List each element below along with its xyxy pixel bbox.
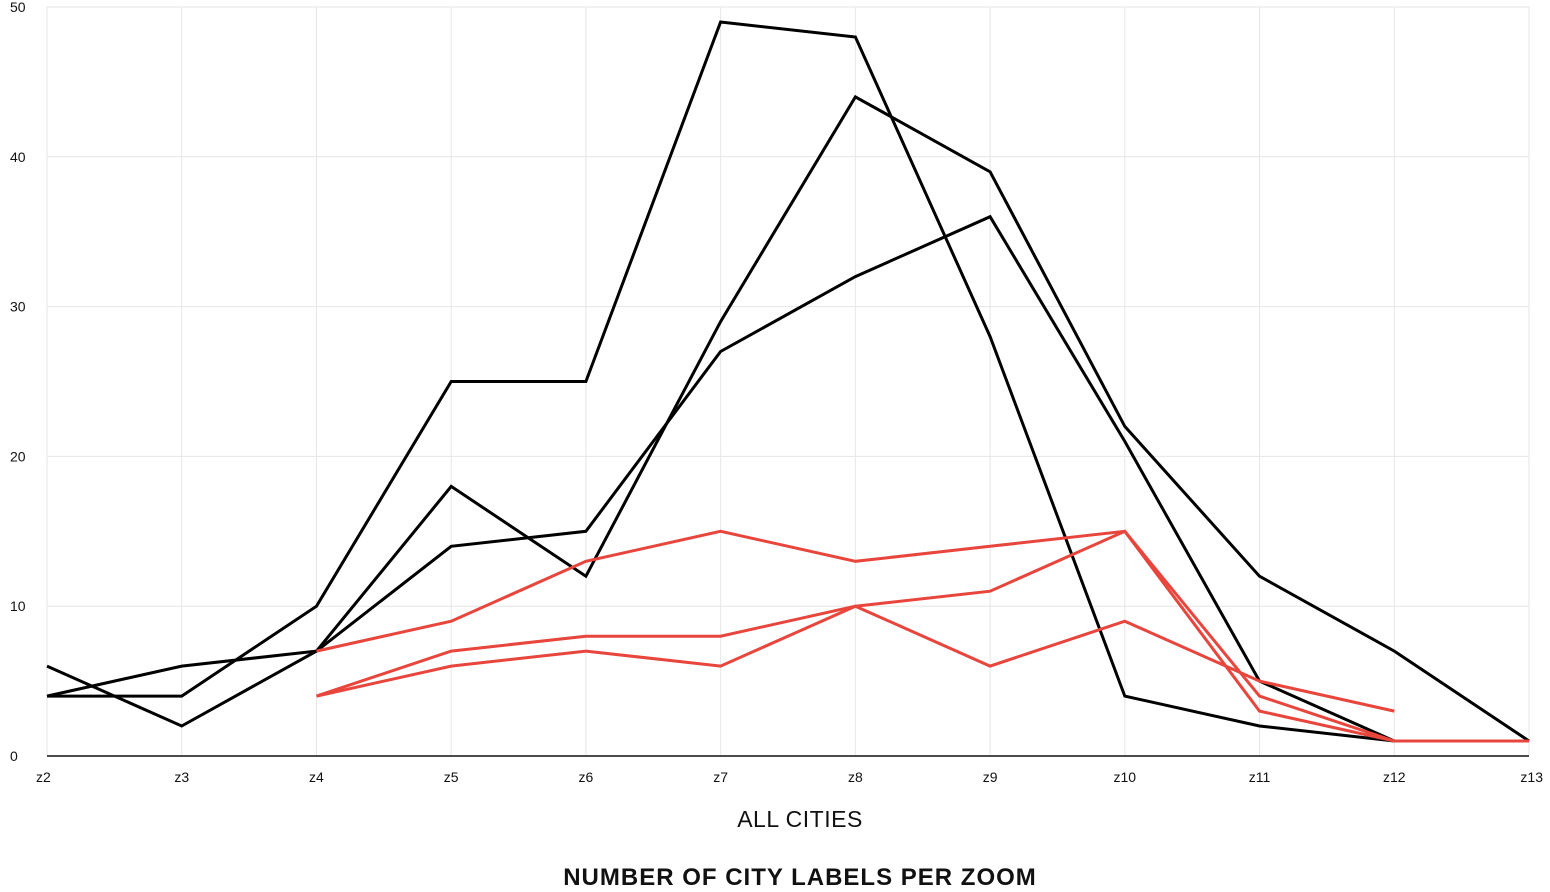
x-tick-label: z11 [1249, 769, 1271, 785]
y-tick-label: 40 [10, 149, 26, 165]
y-tick-label: 10 [10, 598, 26, 614]
series-line-1 [47, 20, 1529, 743]
y-tick-labels: 0 10 20 30 40 50 [10, 0, 26, 764]
series-line-5 [316, 529, 1529, 743]
series-line-2 [46, 214, 1529, 743]
chart-title: NUMBER OF CITY LABELS PER ZOOM [563, 864, 1037, 891]
x-tick-label: z7 [713, 769, 728, 785]
x-tick-label: z9 [983, 769, 998, 785]
series-line-4 [316, 529, 1529, 743]
series-line-3 [46, 94, 1530, 743]
y-tick-label: 20 [10, 448, 26, 464]
x-tick-label: z6 [579, 769, 594, 785]
x-tick-labels: z2 z3 z4 z5 z6 z7 z8 z9 z10 z11 z12 z13 [36, 769, 1543, 785]
x-tick-label: z10 [1114, 769, 1137, 785]
x-axis-label: ALL CITIES [737, 806, 863, 832]
line-chart: 0 10 20 30 40 50 z2 z3 z4 z5 z6 z7 z8 z9 z10 z11 z12 z13 [10, 0, 1543, 785]
series-line-6 [316, 604, 1395, 713]
x-tick-label: z2 [36, 769, 51, 785]
series-lines [46, 20, 1530, 743]
x-tick-label: z5 [444, 769, 459, 785]
x-tick-label: z4 [309, 769, 324, 785]
y-tick-label: 50 [10, 0, 26, 15]
y-tick-label: 30 [10, 299, 26, 315]
x-tick-label: z3 [174, 769, 189, 785]
y-tick-label: 0 [10, 748, 18, 764]
grid-lines [46, 6, 1530, 756]
x-tick-label: z12 [1383, 769, 1406, 785]
x-tick-label: z13 [1520, 769, 1543, 785]
x-tick-label: z8 [848, 769, 863, 785]
